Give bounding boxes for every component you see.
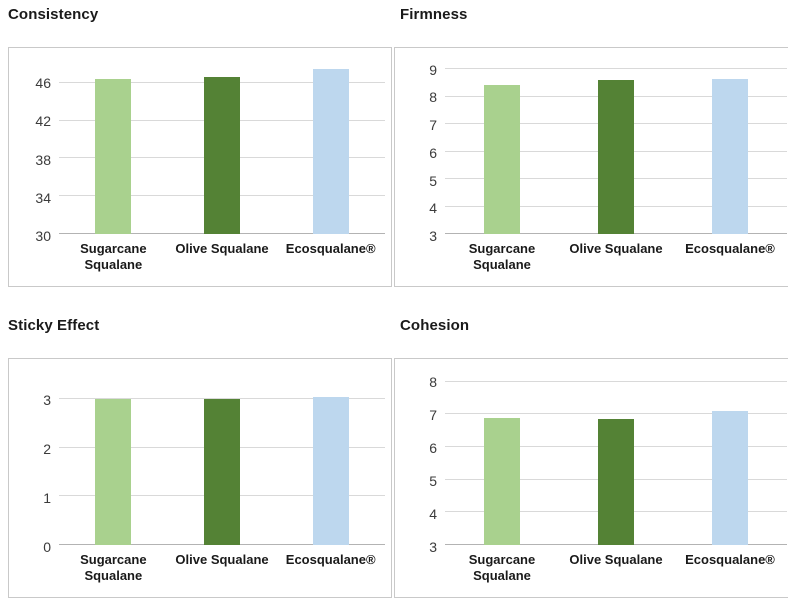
y-tick-label: 0 [43,539,51,555]
bar-row [59,64,385,234]
y-tick-label: 46 [35,75,51,92]
chart-panel-sticky-effect: 0 1 2 3 Sugarcane Squalane Olive Squalane Ecos… [8,358,392,598]
bar-slot [673,375,787,545]
bar-slot [59,375,168,545]
bar-ecosqualane [712,79,748,234]
bar-ecosqualane [712,410,748,545]
category-label: Ecosqualane® [285,552,376,567]
bar-slot [445,375,559,545]
chart-title-sticky-effect: Sticky Effect [8,317,100,334]
category-axis: Sugarcane Squalane Olive Squalane Ecosqual… [445,552,787,585]
bar-sugarcane-squalane [95,399,132,545]
category-label: Olive Squalane [569,552,663,567]
plot-area [59,375,385,545]
gridline [445,413,787,415]
bar-ecosqualane [312,68,349,234]
y-tick-label: 2 [43,440,51,457]
bar-ecosqualane [312,396,349,545]
category-axis: Sugarcane Squalane Olive Squalane Ecosqual… [59,552,385,585]
bar-slot [168,375,277,545]
y-tick-label: 30 [35,228,51,244]
y-tick-label: 5 [429,172,437,189]
plot-area [445,375,787,545]
bar-slot [276,375,385,545]
bar-olive-squalane [204,77,240,234]
bar-slot [276,64,385,234]
y-tick-label: 4 [429,200,437,217]
bar-sugarcane-squalane [484,84,520,234]
category-axis: Sugarcane Squalane Olive Squalane Ecosqual… [59,241,385,274]
gridline [445,380,787,382]
bar-row [59,375,385,545]
y-tick-label: 5 [429,472,437,489]
gridline [59,398,385,400]
y-tick-label: 8 [429,89,437,106]
chart-panel-cohesion: 3 4 5 6 7 8 Sugarcane Squalane Olive Squalane Ec… [394,358,788,598]
bar-olive-squalane [204,399,240,545]
chart-panel-consistency: 30 34 38 42 46 Sugarcane Squalane Olive Squala… [8,47,392,287]
chart-title-firmness: Firmness [400,6,468,23]
plot-area [445,64,787,234]
plot-area [59,64,385,234]
category-label: Ecosqualane® [285,241,376,256]
bar-olive-squalane [598,80,634,234]
y-tick-label: 3 [43,391,51,408]
category-label: Ecosqualane® [685,552,775,567]
y-tick-label: 42 [35,113,51,130]
category-label: Sugarcane Squalane [80,241,147,273]
chart-panel-firmness: 3 4 5 6 7 8 9 Sugarcane Squalane Olive Squalane E… [394,47,788,287]
y-tick-label: 8 [429,373,437,390]
bar-row [445,64,787,234]
chart-title-cohesion: Cohesion [400,317,470,334]
y-tick-label: 7 [429,406,437,423]
bar-sugarcane-squalane [484,417,520,545]
y-tick-label: 6 [429,144,437,161]
y-tick-label: 6 [429,439,437,456]
y-tick-label: 34 [35,189,51,206]
y-tick-label: 7 [429,117,437,134]
chart-title-consistency: Consistency [8,6,99,23]
gridline [445,68,787,70]
category-label: Olive Squalane [175,552,269,567]
bar-slot [59,64,168,234]
category-label: Sugarcane Squalane [468,241,536,273]
y-tick-label: 9 [429,61,437,78]
category-label: Olive Squalane [175,241,269,256]
y-tick-label: 38 [35,151,51,168]
y-tick-label: 3 [429,228,437,244]
bar-row [445,375,787,545]
bar-slot [559,64,673,234]
y-tick-label: 3 [429,539,437,555]
y-tick-label: 4 [429,505,437,522]
bar-olive-squalane [598,419,634,545]
category-label: Sugarcane Squalane [80,552,147,584]
bar-slot [559,375,673,545]
bar-slot [168,64,277,234]
category-label: Olive Squalane [569,241,663,256]
bar-slot [673,64,787,234]
y-tick-label: 1 [43,489,51,506]
category-axis: Sugarcane Squalane Olive Squalane Ecosqual… [445,241,787,274]
category-label: Sugarcane Squalane [468,552,536,584]
category-label: Ecosqualane® [685,241,775,256]
bar-sugarcane-squalane [95,79,132,234]
bar-slot [445,64,559,234]
